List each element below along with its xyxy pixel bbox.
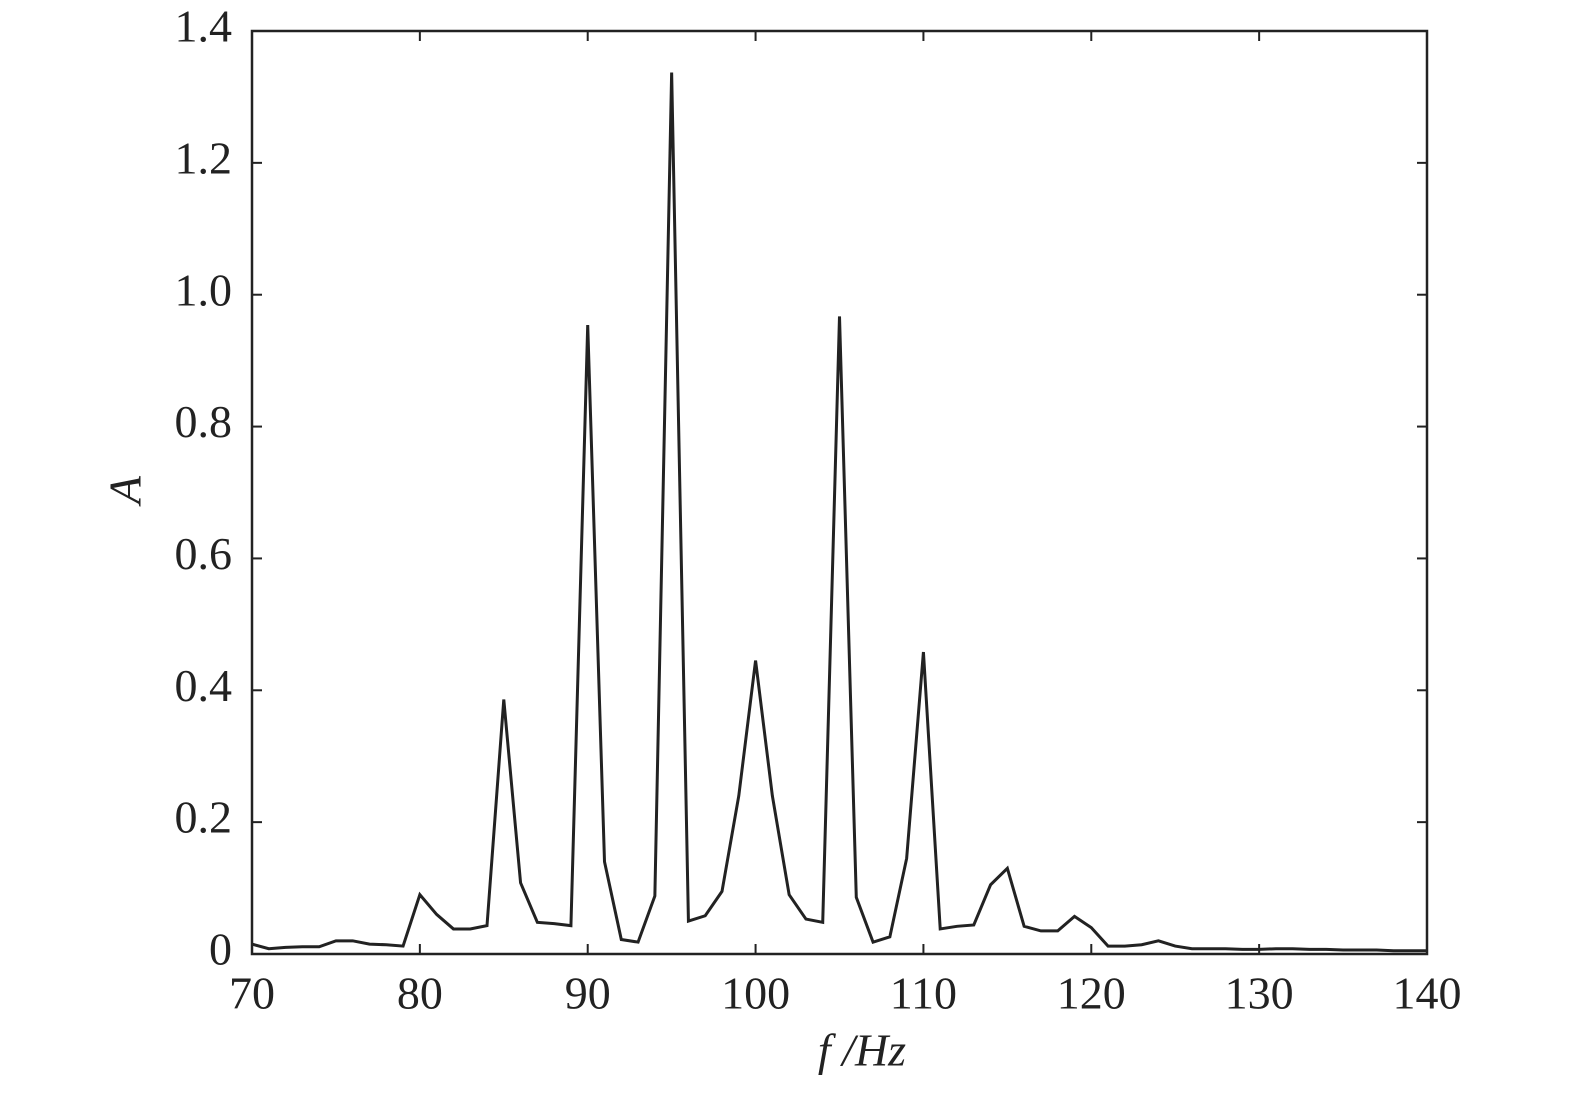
x-tick-label: 140 — [1393, 968, 1462, 1019]
y-tick-label: 1.4 — [175, 1, 233, 52]
y-tick-label: 1.2 — [175, 132, 233, 183]
x-axis-label: f /Hz — [818, 1025, 906, 1076]
plot-frame — [250, 29, 1429, 956]
data-line — [251, 72, 1427, 953]
x-tick-label: 110 — [890, 968, 957, 1019]
y-axis-label: A — [100, 475, 151, 507]
y-tick-label: 0.6 — [175, 528, 233, 579]
x-tick-label: 100 — [721, 968, 790, 1019]
x-tick-label: 80 — [397, 968, 443, 1019]
y-tick-label: 0 — [209, 924, 232, 975]
x-tick-label: 130 — [1225, 968, 1294, 1019]
x-tick-label: 70 — [229, 968, 275, 1019]
x-tick-label: 120 — [1057, 968, 1126, 1019]
y-tick-label: 0.8 — [175, 396, 233, 447]
y-tick-label: 1.0 — [175, 264, 233, 315]
y-tick-label: 0.4 — [175, 660, 233, 711]
y-tick-label: 0.2 — [175, 792, 233, 843]
x-tick-label: 90 — [565, 968, 611, 1019]
